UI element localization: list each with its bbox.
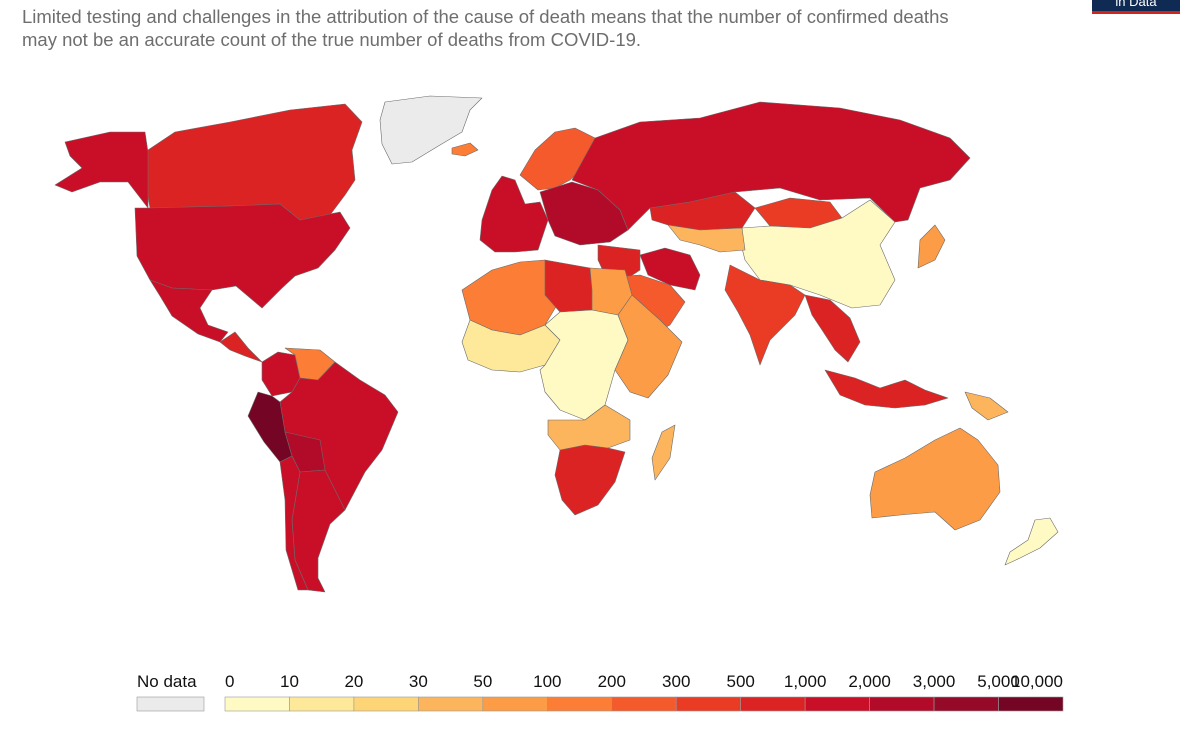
- region-eastern-europe[interactable]: Eastern Europe: [539, 181, 629, 246]
- region-mexico[interactable]: Mexico: [149, 279, 229, 343]
- legend-tick-label: 10,000: [1011, 672, 1063, 691]
- region-western-europe[interactable]: Western Europe: [479, 175, 549, 253]
- region-southern-africa[interactable]: Southern Africa: [554, 444, 626, 516]
- legend-bin-7[interactable]: [675, 696, 741, 712]
- legend-tick-label: 20: [344, 672, 363, 691]
- region-russia[interactable]: Russia: [571, 101, 971, 231]
- legend-tick-label: 30: [409, 672, 428, 691]
- region-new-zealand[interactable]: New Zealand: [1004, 517, 1059, 566]
- legend-tick-label: 2,000: [848, 672, 891, 691]
- no-data-label: No data: [137, 672, 197, 691]
- legend-tick-label: 300: [662, 672, 690, 691]
- region-chile[interactable]: Chile: [279, 455, 309, 591]
- region-central-africa[interactable]: Central Africa: [539, 309, 629, 421]
- no-data-swatch[interactable]: [136, 696, 205, 712]
- subtitle-line-1: Limited testing and challenges in the at…: [22, 6, 949, 27]
- region-japan[interactable]: Japan: [917, 224, 946, 269]
- region-indonesia[interactable]: Indonesia: [824, 369, 949, 409]
- legend-bin-1[interactable]: [289, 696, 355, 712]
- legend-tick-label: 10: [280, 672, 299, 691]
- region-southeast-asia[interactable]: Southeast Asia: [804, 294, 861, 363]
- legend-tick-label: 500: [727, 672, 755, 691]
- region-iceland[interactable]: Iceland: [451, 142, 479, 157]
- region-greenland[interactable]: Greenland: [379, 95, 483, 165]
- logo-text: in Data: [1115, 0, 1157, 9]
- region-central-asia[interactable]: Central Asia: [667, 224, 746, 253]
- legend-bin-3[interactable]: [418, 696, 484, 712]
- legend-tick-label: 1,000: [784, 672, 827, 691]
- legend-bin-9[interactable]: [804, 696, 870, 712]
- legend-bin-11[interactable]: [933, 696, 999, 712]
- owid-logo[interactable]: in Data: [1092, 0, 1180, 14]
- region-australia[interactable]: Australia: [869, 427, 1001, 531]
- legend-tick-label: 0: [225, 672, 234, 691]
- legend-tick-label: 50: [473, 672, 492, 691]
- region-madagascar[interactable]: Madagascar: [651, 424, 676, 481]
- legend-bin-10[interactable]: [869, 696, 935, 712]
- legend-bin-12[interactable]: [998, 696, 1064, 712]
- world-map: GreenlandCanadaAlaskaUnited StatesMexico…: [54, 95, 1059, 593]
- region-central-america[interactable]: Central America: [219, 331, 263, 363]
- region-papua-new-guinea[interactable]: Papua New Guinea: [964, 391, 1009, 421]
- region-india[interactable]: India: [724, 264, 806, 366]
- legend-tick-label: 100: [533, 672, 561, 691]
- legend-bin-0[interactable]: [224, 696, 290, 712]
- legend-tick-label: 200: [598, 672, 626, 691]
- legend-bin-5[interactable]: [547, 696, 613, 712]
- region-iran[interactable]: Iran: [639, 247, 701, 291]
- region-angola-zambia[interactable]: Angola / Zambia: [547, 404, 631, 451]
- legend-bin-2[interactable]: [353, 696, 419, 712]
- legend-bin-8[interactable]: [740, 696, 806, 712]
- region-alaska[interactable]: Alaska: [54, 131, 149, 209]
- map-subtitle: Limited testing and challenges in the at…: [22, 5, 1082, 51]
- legend-tick-label: 5,000: [977, 672, 1020, 691]
- legend-bin-6[interactable]: [611, 696, 677, 712]
- map-legend: No data 0 10 20 30 50 100 200 300 500 1,000 2,000 3…: [136, 672, 1064, 712]
- region-east-africa[interactable]: East Africa: [614, 294, 683, 399]
- legend-tick-label: 3,000: [913, 672, 956, 691]
- subtitle-line-2: may not be an accurate count of the true…: [22, 29, 642, 50]
- region-china[interactable]: China: [739, 199, 896, 309]
- legend-bin-4[interactable]: [482, 696, 548, 712]
- region-canada[interactable]: Canada: [144, 103, 363, 221]
